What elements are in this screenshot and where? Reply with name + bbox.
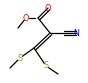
Text: S: S: [17, 54, 23, 62]
Text: S: S: [43, 62, 49, 70]
Text: O: O: [23, 14, 29, 22]
Text: O: O: [45, 3, 51, 13]
Text: N: N: [73, 28, 79, 38]
